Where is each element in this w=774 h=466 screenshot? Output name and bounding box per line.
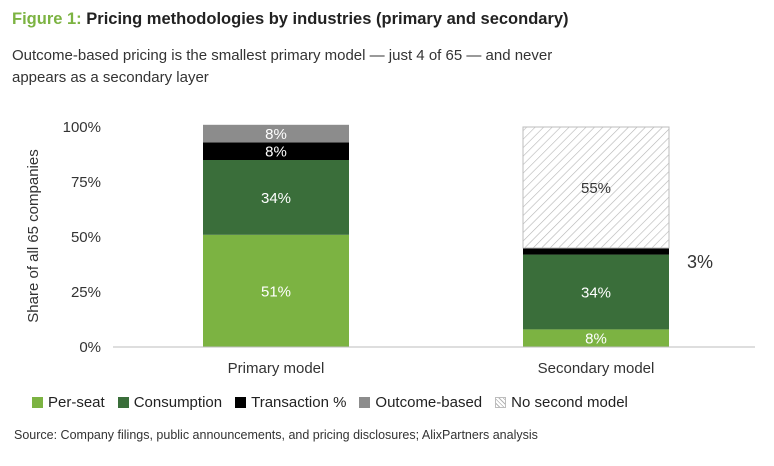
data-label: 34%: [581, 285, 611, 302]
data-label: 51%: [261, 283, 291, 300]
y-tick-label: 25%: [71, 284, 101, 301]
bar-segment: [523, 248, 669, 255]
data-label: 8%: [265, 126, 287, 143]
bar-segment: [523, 329, 669, 347]
figure-title: Figure 1: Pricing methodologies by indus…: [12, 10, 569, 29]
legend-item: No second model: [495, 394, 628, 411]
x-tick-label: Secondary model: [538, 360, 655, 377]
data-label: 3%: [687, 252, 713, 272]
y-tick-label: 0%: [79, 339, 101, 356]
figure-subtitle: Outcome-based pricing is the smallest pr…: [12, 47, 553, 86]
legend-swatch: [359, 397, 371, 408]
legend-swatch: [495, 397, 507, 408]
legend-swatch: [117, 397, 129, 408]
legend-label: Outcome-based: [375, 394, 483, 411]
bar-segment: [523, 254, 669, 330]
bar-segment: [203, 142, 349, 160]
y-tick-label: 50%: [71, 229, 101, 246]
legend-label: Transaction %: [251, 394, 347, 411]
legend-swatch: [235, 397, 247, 408]
data-label: 34%: [261, 190, 291, 207]
x-tick-label: Primary model: [228, 360, 325, 377]
y-axis: 0% 25% 50% 75% 100%: [63, 119, 101, 356]
bars: 51%34%8%8%8%34%3%55%: [203, 124, 713, 348]
legend-item: Outcome-based: [359, 394, 482, 411]
figure-title-text: Pricing methodologies by industries (pri…: [86, 10, 569, 28]
bar-segment: [203, 124, 349, 143]
legend-item: Transaction %: [235, 394, 346, 411]
data-label: 55%: [581, 180, 611, 197]
legend-label: Consumption: [133, 394, 223, 411]
data-label: 8%: [265, 144, 287, 161]
y-tick-label: 75%: [71, 174, 101, 191]
bar-segment: [203, 160, 349, 235]
x-axis: Primary model Secondary model: [113, 346, 755, 377]
legend-item: Consumption: [117, 394, 223, 411]
bar-segment: [522, 126, 670, 249]
bar-segment: [203, 234, 349, 347]
source-note: Source: Company filings, public announce…: [14, 428, 538, 442]
legend-item: Per-seat: [32, 394, 105, 411]
figure-number: Figure 1:: [12, 10, 82, 28]
y-axis-label: Share of all 65 companies: [25, 149, 42, 322]
legend-label: Per-seat: [48, 394, 105, 411]
data-label: 8%: [585, 331, 607, 348]
legend: Per-seat Consumption Transaction % Outcome-…: [32, 394, 641, 411]
stacked-bar-chart: 0%25%50%75%100% 51%34%8%8%8%34%3%55% Pri…: [25, 119, 755, 377]
legend-swatch: [32, 397, 43, 408]
legend-label: No second model: [511, 394, 628, 411]
y-tick-label: 100%: [63, 119, 101, 136]
